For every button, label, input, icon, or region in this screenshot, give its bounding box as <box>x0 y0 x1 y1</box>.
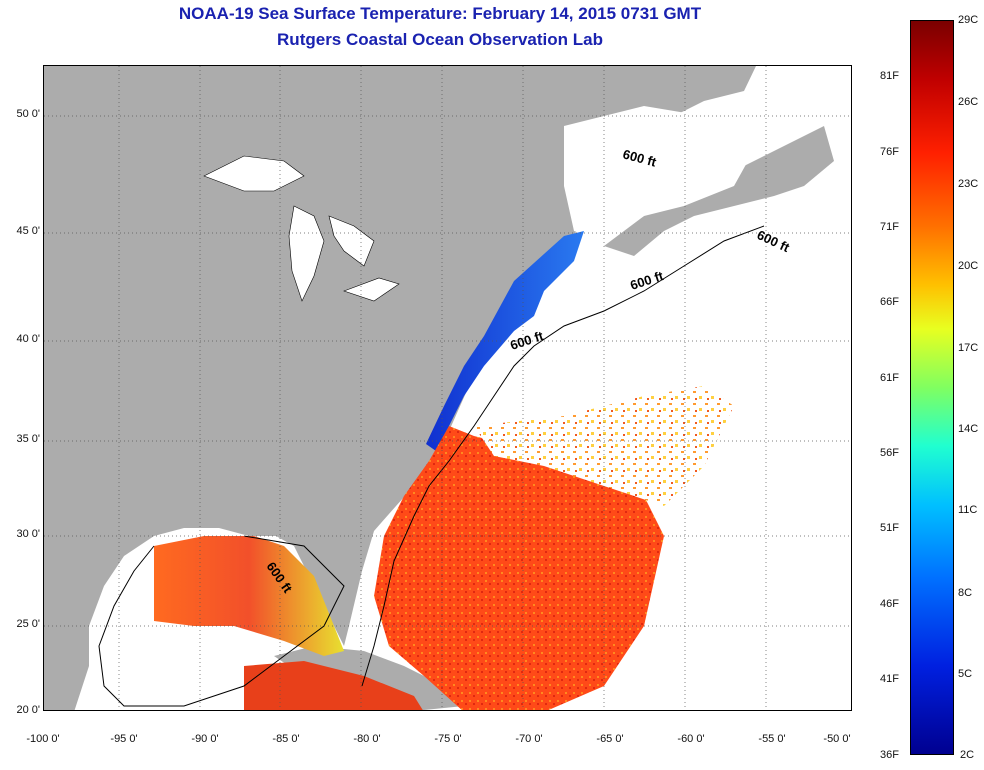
colorbar-celsius-label: 17C <box>958 342 979 354</box>
map-title: NOAA-19 Sea Surface Temperature: Februar… <box>178 4 702 23</box>
map-grid <box>44 66 851 710</box>
lat-tick: 25 0' <box>16 618 40 630</box>
lat-tick: 45 0' <box>16 225 40 237</box>
sst-gulf-stream <box>374 426 664 710</box>
lat-tick: 40 0' <box>16 333 40 345</box>
colorbar-celsius-label: 2C <box>960 749 975 761</box>
lat-tick: 50 0' <box>16 108 40 120</box>
contour-600ft <box>361 225 765 687</box>
colorbar-fahrenheit-label: 61F <box>880 372 899 384</box>
lon-tick: -100 0' <box>26 733 60 745</box>
lon-tick: -95 0' <box>110 733 138 745</box>
lon-tick: -55 0' <box>758 733 786 745</box>
colorbar-fahrenheit-label: 41F <box>880 673 899 685</box>
colorbar-celsius-label: 20C <box>958 260 979 272</box>
map-subtitle: Rutgers Coastal Ocean Observation Lab <box>277 30 603 49</box>
shelf-northeast <box>564 96 759 241</box>
colorbar-fahrenheit-label: 36F <box>880 749 899 761</box>
lat-tick: 35 0' <box>16 433 40 445</box>
sst-map: 600 ft 600 ft 600 ft 600 ft 600 ft <box>43 65 852 711</box>
lat-tick: 20 0' <box>16 704 40 716</box>
colorbar-celsius-label: 11C <box>958 504 978 516</box>
lon-tick: -65 0' <box>596 733 624 745</box>
contour-label: 600 ft <box>755 227 793 255</box>
lon-tick: -80 0' <box>353 733 381 745</box>
colorbar-celsius-label: 29C <box>958 14 979 26</box>
colorbar-fahrenheit-label: 71F <box>880 221 899 233</box>
colorbar-fahrenheit-label: 81F <box>880 70 899 82</box>
lon-tick: -60 0' <box>677 733 705 745</box>
lon-tick: -90 0' <box>191 733 219 745</box>
colorbar-fahrenheit-label: 76F <box>880 146 899 158</box>
lon-tick: -70 0' <box>515 733 543 745</box>
lon-tick: -50 0' <box>823 733 851 745</box>
colorbar-celsius-label: 5C <box>958 668 973 680</box>
colorbar-fahrenheit-label: 66F <box>880 296 899 308</box>
colorbar-fahrenheit-label: 46F <box>880 598 899 610</box>
colorbar-celsius-label: 8C <box>958 587 973 599</box>
map-canvas: 600 ft 600 ft 600 ft 600 ft 600 ft <box>44 66 851 710</box>
contour-label: 600 ft <box>508 328 546 353</box>
colorbar-celsius-label: 23C <box>958 178 979 190</box>
great-lakes <box>203 155 400 302</box>
lon-tick: -75 0' <box>434 733 462 745</box>
colorbar-fahrenheit-label: 51F <box>880 522 899 534</box>
lat-tick: 30 0' <box>16 528 40 540</box>
contour-gulf <box>98 535 345 707</box>
lon-tick: -85 0' <box>272 733 300 745</box>
colorbar-fahrenheit-label: 56F <box>880 447 899 459</box>
colorbar-celsius-label: 26C <box>958 96 979 108</box>
sst-caribbean <box>244 661 423 710</box>
colorbar-celsius-label: 14C <box>958 423 979 435</box>
colorbar <box>910 20 954 755</box>
